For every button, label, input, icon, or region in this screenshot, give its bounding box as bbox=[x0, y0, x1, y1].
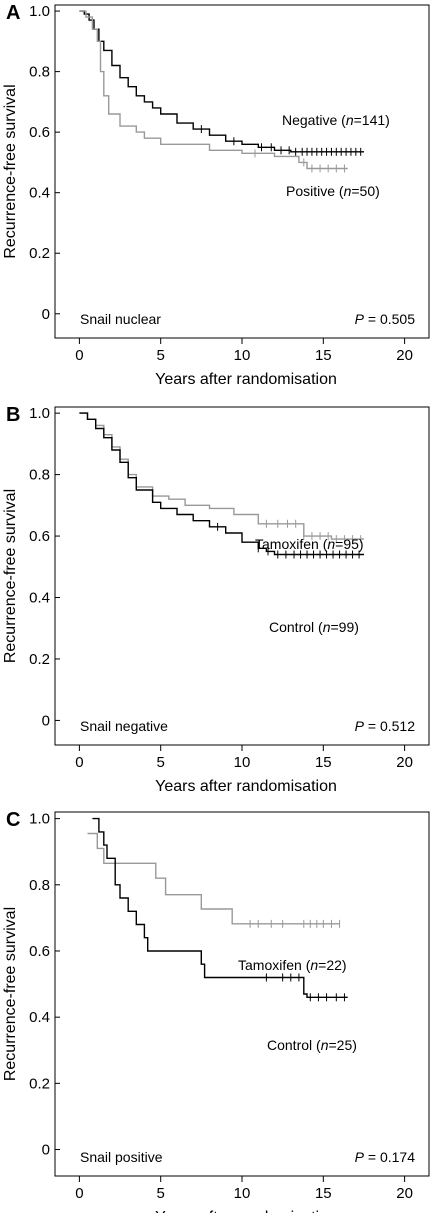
y-axis-title: Recurrence-free survival bbox=[2, 489, 19, 663]
panel-annotation: Snail nuclear bbox=[80, 311, 161, 327]
y-tick-label: 0.4 bbox=[29, 590, 50, 607]
panel-letter: B bbox=[6, 404, 20, 426]
series-positive: Positive (n=50) bbox=[79, 10, 380, 199]
y-tick-label: 0 bbox=[42, 1142, 50, 1159]
y-tick-label: 0 bbox=[42, 306, 50, 323]
y-tick-label: 0 bbox=[42, 712, 50, 729]
y-tick-label: 0.2 bbox=[29, 651, 50, 668]
series-label: Negative (n=141) bbox=[282, 112, 390, 128]
p-value: P = 0.174 bbox=[355, 1149, 416, 1165]
survival-curve bbox=[92, 817, 348, 998]
survival-curve bbox=[79, 10, 348, 170]
series-label: Tamoxifen (n=22) bbox=[238, 957, 347, 973]
series-label: Tamoxifen (n=95) bbox=[255, 536, 364, 552]
x-tick-label: 5 bbox=[157, 754, 165, 771]
x-tick-label: 0 bbox=[75, 347, 83, 364]
x-tick-label: 5 bbox=[157, 1185, 165, 1202]
survival-curve bbox=[87, 832, 340, 925]
y-tick-label: 0.2 bbox=[29, 245, 50, 262]
survival-curve bbox=[79, 412, 364, 556]
x-tick-label: 10 bbox=[234, 754, 251, 771]
panel-b: B 0 0.2 0.4 0.6 0.8 1.0 0 5 10 15 20 Years after ran… bbox=[2, 404, 430, 795]
series-control: Control (n=25) bbox=[92, 817, 357, 1053]
panel-letter: C bbox=[6, 809, 20, 831]
y-tick-label: 0.6 bbox=[29, 124, 50, 141]
series-label: Control (n=99) bbox=[269, 619, 359, 635]
y-tick-label: 0.4 bbox=[29, 185, 50, 202]
x-tick-label: 0 bbox=[75, 1185, 83, 1202]
y-tick-label: 1.0 bbox=[29, 3, 50, 20]
x-tick-label: 20 bbox=[396, 754, 413, 771]
x-tick-label: 5 bbox=[157, 347, 165, 364]
x-tick-label: 10 bbox=[234, 1185, 251, 1202]
y-tick-label: 0.6 bbox=[29, 528, 50, 545]
plot-frame bbox=[54, 4, 430, 339]
panel-c: C 0 0.2 0.4 0.6 0.8 1.0 0 5 10 15 20 Years after ran… bbox=[2, 809, 430, 1213]
x-tick-label: 10 bbox=[234, 347, 251, 364]
y-tick-label: 0.8 bbox=[29, 64, 50, 81]
y-tick-label: 0.8 bbox=[29, 877, 50, 894]
panel-a: A 0 0.2 0.4 0.6 0.8 1.0 0 5 10 15 20 Years after ran… bbox=[2, 2, 430, 388]
x-axis-title: Years after randomisation bbox=[155, 371, 337, 388]
y-axis-title: Recurrence-free survival bbox=[2, 84, 19, 258]
y-tick-label: 0.4 bbox=[29, 1009, 50, 1026]
panel-annotation: Snail positive bbox=[80, 1149, 163, 1165]
series-label: Control (n=25) bbox=[267, 1037, 357, 1053]
x-axis-title: Years after randomisation bbox=[155, 1209, 337, 1213]
x-tick-label: 20 bbox=[396, 1185, 413, 1202]
x-tick-label: 0 bbox=[75, 754, 83, 771]
y-tick-label: 0.8 bbox=[29, 467, 50, 484]
survival-curve bbox=[79, 10, 364, 153]
p-value: P = 0.505 bbox=[355, 311, 416, 327]
series-label: Positive (n=50) bbox=[286, 183, 380, 199]
panel-letter: A bbox=[6, 2, 20, 24]
series-tamoxifen: Tamoxifen (n=95) bbox=[79, 412, 364, 552]
y-tick-label: 0.6 bbox=[29, 943, 50, 960]
x-tick-label: 15 bbox=[315, 1185, 332, 1202]
plot-frame bbox=[54, 406, 430, 746]
y-tick-label: 1.0 bbox=[29, 405, 50, 422]
panel-annotation: Snail negative bbox=[80, 718, 168, 734]
series-control: Control (n=99) bbox=[79, 412, 364, 635]
y-tick-label: 1.0 bbox=[29, 811, 50, 828]
p-value: P = 0.512 bbox=[355, 718, 416, 734]
x-tick-label: 15 bbox=[315, 754, 332, 771]
series-tamoxifen: Tamoxifen (n=22) bbox=[87, 832, 347, 973]
x-tick-label: 15 bbox=[315, 347, 332, 364]
x-tick-label: 20 bbox=[396, 347, 413, 364]
y-axis-title: Recurrence-free survival bbox=[2, 907, 19, 1081]
series-negative: Negative (n=141) bbox=[79, 10, 390, 156]
survival-curve bbox=[79, 412, 364, 540]
x-axis-title: Years after randomisation bbox=[155, 778, 337, 795]
plot-frame bbox=[54, 811, 430, 1177]
y-tick-label: 0.2 bbox=[29, 1075, 50, 1092]
